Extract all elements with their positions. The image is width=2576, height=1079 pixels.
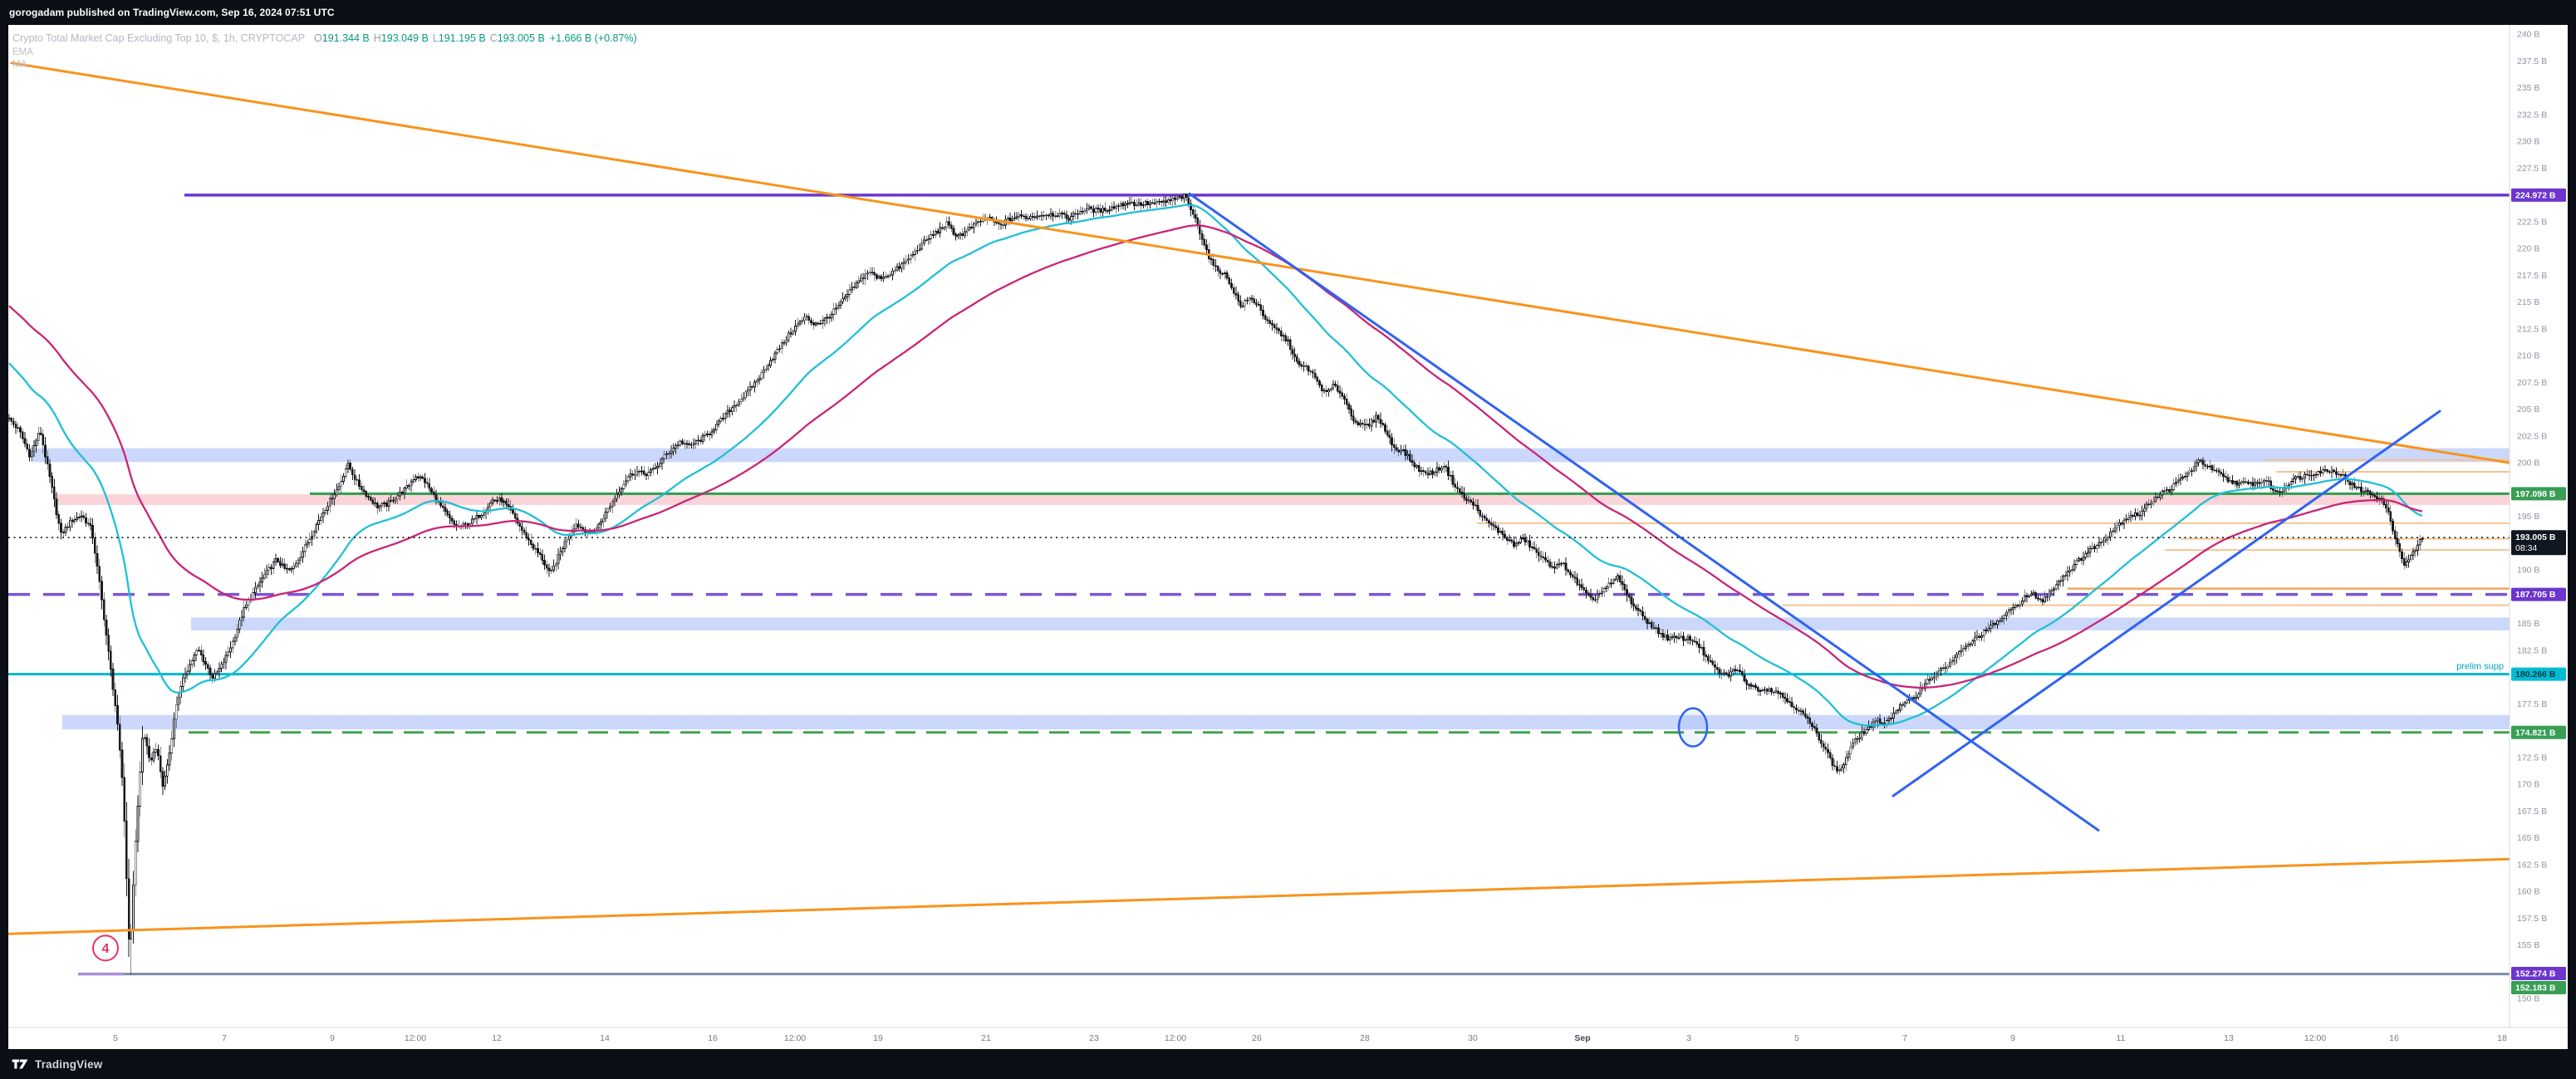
price-axis[interactable]: 240 B 237.5 B 235 B 232.5 B 230 B 227.5 B 222.… xyxy=(2509,25,2566,1028)
price-tick: 235 B xyxy=(2517,83,2539,93)
price-tick: 237.5 B xyxy=(2517,56,2547,66)
price-tick: 165 B xyxy=(2517,833,2539,843)
price-tick: 190 B xyxy=(2517,566,2539,576)
price-tick: 212.5 B xyxy=(2517,324,2547,334)
publish-bar: gorogadam published on TradingView.com, … xyxy=(0,0,2576,25)
annotation-wave-4[interactable]: 4 xyxy=(92,934,119,962)
time-tick: 13 xyxy=(2224,1033,2234,1043)
time-tick: 12:00 xyxy=(1165,1033,1186,1043)
price-label-224-972: 224.972 B xyxy=(2511,188,2566,202)
price-label-180-266: 180.266 B xyxy=(2511,667,2566,681)
footer-bar: TradingView xyxy=(0,1049,2576,1079)
price-tick: 222.5 B xyxy=(2517,217,2547,227)
price-tick: 205 B xyxy=(2517,405,2539,414)
price-tick: 232.5 B xyxy=(2517,110,2547,120)
svg-text:08:34: 08:34 xyxy=(2515,543,2537,553)
price-tick: 177.5 B xyxy=(2517,699,2547,709)
time-tick: Sep xyxy=(1574,1033,1590,1043)
price-label-187-705: 187.705 B xyxy=(2511,587,2566,601)
candles-layer xyxy=(8,194,2424,975)
price-tick: 220 B xyxy=(2517,244,2539,254)
time-tick: 23 xyxy=(1089,1033,1099,1043)
zone-demand-zone-176[interactable] xyxy=(62,714,2510,730)
trendlines-layer xyxy=(8,61,2510,935)
time-tick: 9 xyxy=(2010,1033,2015,1043)
price-tick: 185 B xyxy=(2517,619,2539,629)
trendline-blue-ascending[interactable] xyxy=(1892,410,2441,797)
tradingview-logo-icon xyxy=(12,1059,28,1069)
price-tick: 162.5 B xyxy=(2517,860,2547,870)
time-tick: 26 xyxy=(1252,1033,1262,1043)
price-tick: 167.5 B xyxy=(2517,807,2547,817)
price-tick: 160 B xyxy=(2517,887,2539,897)
price-tick: 170 B xyxy=(2517,780,2539,790)
price-label-152-274: 152.274 B xyxy=(2511,967,2566,980)
publish-text: gorogadam published on TradingView.com, … xyxy=(9,7,335,18)
trendline-orange-descending[interactable] xyxy=(10,61,2510,464)
price-tick: 207.5 B xyxy=(2517,378,2547,388)
zone-demand-zone-185[interactable] xyxy=(191,617,2510,630)
price-tick: 155 B xyxy=(2517,940,2539,950)
time-tick: 5 xyxy=(1794,1033,1799,1043)
svg-text:224.972 B: 224.972 B xyxy=(2515,190,2556,200)
price-tick: 230 B xyxy=(2517,137,2539,147)
price-tick: 240 B xyxy=(2517,30,2539,40)
prelim-supp-label: prelim supp xyxy=(2456,661,2504,671)
time-tick: 3 xyxy=(1686,1033,1691,1043)
price-label-193-005: 193.005 B08:34 xyxy=(2511,530,2566,556)
time-tick: 12:00 xyxy=(784,1033,806,1043)
levels-layer xyxy=(8,194,2510,976)
price-tick: 157.5 B xyxy=(2517,914,2547,924)
svg-text:193.005 B: 193.005 B xyxy=(2515,532,2556,542)
time-tick: 16 xyxy=(708,1033,718,1043)
time-tick: 19 xyxy=(873,1033,883,1043)
time-tick: 16 xyxy=(2389,1033,2399,1043)
time-tick: 21 xyxy=(981,1033,991,1043)
price-tick: 195 B xyxy=(2517,512,2539,522)
price-label-197-098: 197.098 B xyxy=(2511,487,2566,501)
svg-text:174.821 B: 174.821 B xyxy=(2515,728,2556,738)
time-tick: 28 xyxy=(1360,1033,1370,1043)
time-tick: 12:00 xyxy=(405,1033,426,1043)
time-tick: 12 xyxy=(492,1033,502,1043)
price-tick: 150 B xyxy=(2517,994,2539,1004)
price-tick: 200 B xyxy=(2517,459,2539,468)
svg-text:4: 4 xyxy=(102,942,110,956)
price-label-174-821: 174.821 B xyxy=(2511,725,2566,739)
ma-fast-line[interactable] xyxy=(8,204,2423,727)
price-label-152-183: 152.183 B xyxy=(2511,981,2566,994)
price-tick: 215 B xyxy=(2517,297,2539,307)
zone-pink-zone-196[interactable] xyxy=(54,494,2510,505)
time-tick: 30 xyxy=(1468,1033,1478,1043)
chart-panel: 4 prelim supp 240 B 237.5 B 235 B 232.5 B 230 … xyxy=(8,25,2568,1049)
time-tick: 9 xyxy=(330,1033,335,1043)
svg-text:152.183 B: 152.183 B xyxy=(2515,983,2556,993)
time-tick: 12:00 xyxy=(2304,1033,2326,1043)
tradingview-logo-text[interactable]: TradingView xyxy=(35,1057,103,1071)
svg-text:197.098 B: 197.098 B xyxy=(2515,489,2556,499)
time-tick: 7 xyxy=(222,1033,227,1043)
time-tick: 5 xyxy=(113,1033,118,1043)
price-tick: 217.5 B xyxy=(2517,271,2547,281)
svg-text:187.705 B: 187.705 B xyxy=(2515,590,2556,600)
price-tick: 227.5 B xyxy=(2517,164,2547,174)
time-tick: 14 xyxy=(600,1033,610,1043)
svg-text:152.274 B: 152.274 B xyxy=(2515,969,2556,979)
time-tick: 18 xyxy=(2497,1033,2507,1043)
time-tick: 11 xyxy=(2117,1033,2126,1043)
time-axis[interactable]: 5 7 9 12:00 12 14 16 12:00 19 21 23 12:00 26 28 30 Sep 3… xyxy=(8,1027,2568,1043)
trendline-blue-descending[interactable] xyxy=(1188,192,2100,831)
price-chart-canvas[interactable]: 4 prelim supp 240 B 237.5 B 235 B 232.5 B 230 … xyxy=(8,25,2568,1049)
time-tick: 7 xyxy=(1902,1033,1907,1043)
trendline-orange-ascending[interactable] xyxy=(8,857,2510,935)
zone-supply-zone-201[interactable] xyxy=(31,448,2510,463)
bands-layer xyxy=(31,448,2510,730)
ma-slow-line[interactable] xyxy=(8,224,2423,689)
price-tick: 210 B xyxy=(2517,351,2539,361)
price-tick: 172.5 B xyxy=(2517,753,2547,763)
price-tick: 202.5 B xyxy=(2517,431,2547,441)
annotation-ellipse[interactable] xyxy=(1677,707,1709,748)
svg-text:180.266 B: 180.266 B xyxy=(2515,669,2556,679)
price-tick: 182.5 B xyxy=(2517,645,2547,655)
